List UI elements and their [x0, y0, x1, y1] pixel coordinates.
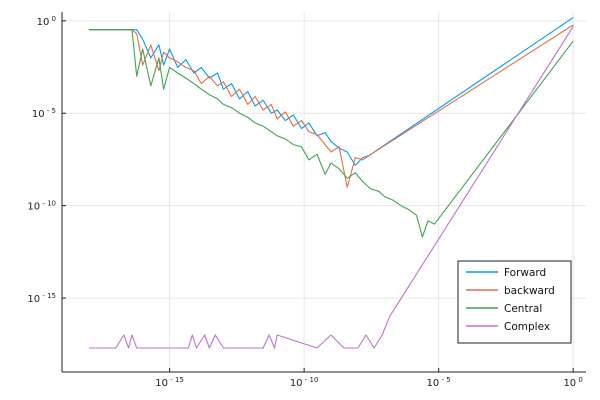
legend: Forward backward Central Complex — [457, 260, 572, 344]
x-tick-label-0: 10 - 15 — [155, 376, 184, 389]
series-lines — [88, 17, 574, 349]
series-line-forward — [88, 17, 574, 166]
y-tick-label-2: 10 - 10 — [27, 200, 56, 213]
x-tick-labels: 10 - 15 10 - 10 10 - 5 10 0 — [155, 376, 583, 389]
x-tick-label-1: 10 - 10 — [290, 376, 319, 389]
axes — [61, 12, 586, 373]
series-line-central — [88, 29, 574, 238]
series-line-complex — [88, 26, 574, 349]
legend-label-backward: backward — [504, 285, 555, 297]
x-tick-label-2: 10 - 5 — [427, 376, 451, 389]
x-tick-label-3: 10 0 — [563, 376, 582, 389]
series-line-backward — [88, 24, 574, 188]
y-tick-labels: 10 0 10 - 5 10 - 10 10 - 15 — [27, 15, 56, 305]
y-tick-label-3: 10 - 15 — [27, 292, 56, 305]
y-tick-label-0: 10 0 — [37, 15, 56, 28]
x-gridlines — [169, 12, 574, 372]
legend-label-forward: Forward — [504, 267, 546, 279]
y-tick-label-1: 10 - 5 — [32, 107, 56, 120]
legend-label-complex: Complex — [504, 321, 550, 333]
legend-box — [457, 260, 572, 344]
legend-label-central: Central — [504, 303, 542, 315]
